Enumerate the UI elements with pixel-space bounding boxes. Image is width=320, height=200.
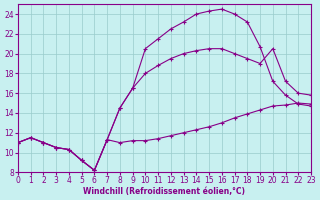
X-axis label: Windchill (Refroidissement éolien,°C): Windchill (Refroidissement éolien,°C)	[84, 187, 245, 196]
